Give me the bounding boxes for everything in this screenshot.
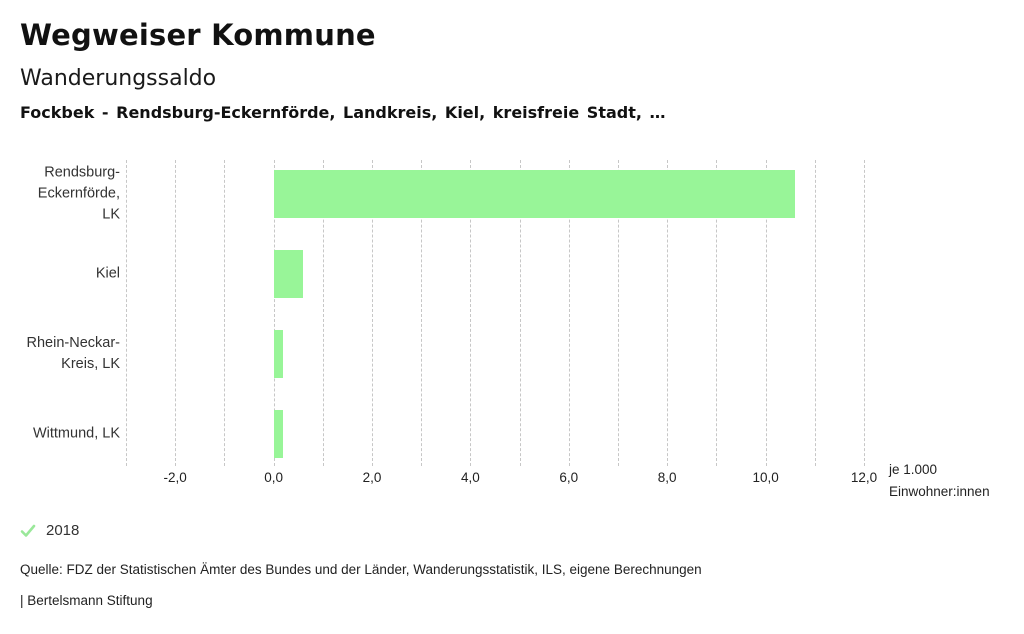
gridline [470,160,472,466]
check-icon [20,524,36,537]
bar-Wittmund, LK[interactable] [273,410,284,458]
x-tick-label: 12,0 [850,470,878,485]
gridline [372,160,373,466]
chart-title: Wanderungssaldo [20,66,217,91]
bar-Rendsburg-Eckernförde, LK[interactable] [273,170,796,218]
gridline [322,160,324,466]
x-tick-label: 10,0 [752,470,779,485]
gridline [765,160,767,466]
category-label: Kiel [95,265,120,282]
category-label: Rhein-Neckar- Kreis, LK [26,335,120,372]
page-title: Wegweiser Kommune [20,18,376,52]
gridline [224,160,226,466]
gridline [716,160,718,466]
axis-unit-line-2: Einwohner:innen [889,483,990,499]
gridline [667,160,669,466]
x-tick-label: 6,0 [559,470,579,485]
gridline [618,160,619,466]
gridline [568,160,570,466]
legend-item-2018: 2018 [46,522,80,539]
gridline [273,160,275,466]
gridline [864,160,865,466]
x-tick-label: 0,0 [264,470,283,485]
gridline [519,160,521,466]
bar-Kiel[interactable] [273,250,304,298]
category-label: Wittmund, LK [32,425,120,442]
gridline [175,160,177,466]
x-tick-label: -2,0 [163,470,187,485]
gridline [126,160,127,466]
x-tick-label: 4,0 [461,470,480,485]
chart-selection-subtitle: Fockbek - Rendsburg-Eckernförde, Landkre… [20,103,666,122]
gridline [421,160,423,466]
value-axis-unit-label: je 1.000 Einwohner:innen [889,459,990,502]
legend[interactable]: 2018 [20,522,79,539]
source-text: Quelle: FDZ der Statistischen Ämter des … [20,562,702,577]
x-tick-label: 2,0 [362,470,382,485]
category-label: Rendsburg- Eckernförde, LK [37,164,120,223]
gridline [814,160,816,466]
axis-unit-line-1: je 1.000 [889,462,938,477]
attribution-text: | Bertelsmann Stiftung [20,593,153,608]
bar-Rhein-Neckar-Kreis, LK[interactable] [273,330,284,378]
x-tick-label: 8,0 [657,470,677,485]
